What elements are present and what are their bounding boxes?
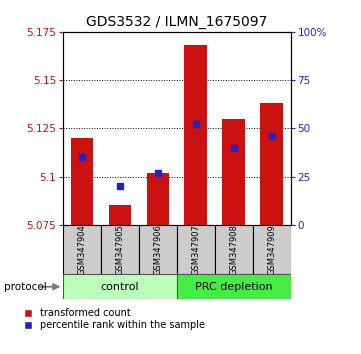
Legend: transformed count, percentile rank within the sample: transformed count, percentile rank withi…: [18, 308, 205, 330]
Bar: [63, 225, 101, 274]
Bar: [71, 138, 93, 225]
Bar: [184, 45, 207, 225]
Text: protocol: protocol: [4, 282, 46, 292]
Bar: [109, 206, 131, 225]
Bar: [253, 225, 291, 274]
Text: GSM347908: GSM347908: [229, 224, 238, 275]
Text: PRC depletion: PRC depletion: [195, 282, 273, 292]
Bar: [177, 274, 291, 299]
Bar: [215, 225, 253, 274]
Text: GSM347906: GSM347906: [153, 224, 162, 275]
Title: GDS3532 / ILMN_1675097: GDS3532 / ILMN_1675097: [86, 16, 268, 29]
Bar: [147, 173, 169, 225]
Text: control: control: [101, 282, 139, 292]
Text: GSM347905: GSM347905: [116, 224, 125, 275]
Text: GSM347904: GSM347904: [78, 224, 87, 275]
Bar: [139, 225, 177, 274]
Text: GSM347909: GSM347909: [267, 224, 276, 275]
Bar: [222, 119, 245, 225]
Bar: [101, 225, 139, 274]
Bar: [63, 274, 177, 299]
Bar: [260, 103, 283, 225]
Bar: [177, 225, 215, 274]
Text: GSM347907: GSM347907: [191, 224, 200, 275]
